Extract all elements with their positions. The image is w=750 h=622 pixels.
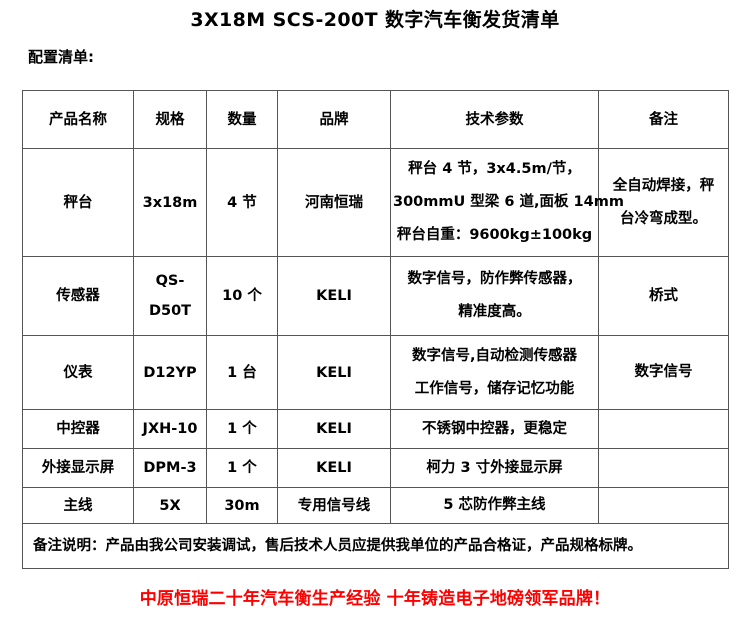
cell-product: 传感器 — [22, 256, 134, 336]
cell-remark: 桥式 — [598, 256, 729, 336]
table-row: 传感器 QS-D50T 10 个 KELI 数字信号，防作弊传感器， 精准度高。 … — [22, 256, 729, 336]
cell-product: 仪表 — [22, 335, 134, 410]
cell-params: 秤台 4 节，3x4.5m/节， 300mmU 型梁 6 道,面板 14mm 秤台自… — [390, 148, 624, 257]
cell-remark — [598, 448, 729, 488]
header-product: 产品名称 — [22, 90, 134, 149]
cell-brand: 河南恒瑞 — [277, 148, 391, 257]
cell-product: 中控器 — [22, 409, 134, 449]
config-list-label: 配置清单: — [28, 48, 94, 66]
cell-qty: 1 台 — [206, 335, 278, 410]
header-params: 技术参数 — [390, 90, 599, 149]
cell-remark — [598, 487, 729, 524]
table-row: 主线 5X 30m 专用信号线 5 芯防作弊主线 — [22, 487, 729, 524]
cell-brand: KELI — [277, 448, 391, 488]
cell-remark — [598, 409, 729, 449]
cell-params: 5 芯防作弊主线 — [390, 487, 599, 524]
cell-params: 不锈钢中控器，更稳定 — [390, 409, 599, 449]
cell-qty: 10 个 — [206, 256, 278, 336]
cell-brand: 专用信号线 — [277, 487, 391, 524]
table-row: 外接显示屏 DPM-3 1 个 KELI 柯力 3 寸外接显示屏 — [22, 448, 729, 488]
cell-params: 柯力 3 寸外接显示屏 — [390, 448, 599, 488]
header-spec: 规格 — [133, 90, 207, 149]
cell-params: 数字信号,自动检测传感器 工作信号，储存记忆功能 — [390, 335, 599, 410]
cell-spec: 3x18m — [133, 148, 207, 257]
table-row: 中控器 JXH-10 1 个 KELI 不锈钢中控器，更稳定 — [22, 409, 729, 449]
table-row: 仪表 D12YP 1 台 KELI 数字信号,自动检测传感器 工作信号，储存记忆功… — [22, 335, 729, 410]
page-title: 3X18M SCS-200T 数字汽车衡发货清单 — [190, 9, 560, 31]
cell-remark: 全自动焊接，秤 台冷弯成型。 — [598, 148, 729, 257]
cell-product: 外接显示屏 — [22, 448, 134, 488]
cell-brand: KELI — [277, 335, 391, 410]
spec-table: 产品名称 规格 数量 品牌 技术参数 备注 秤台 3x18m 4 节 河南恒瑞 … — [22, 90, 729, 569]
table-header-row: 产品名称 规格 数量 品牌 技术参数 备注 — [22, 90, 729, 149]
header-qty: 数量 — [206, 90, 278, 149]
cell-spec: 5X — [133, 487, 207, 524]
cell-params: 数字信号，防作弊传感器， 精准度高。 — [390, 256, 599, 336]
cell-qty: 4 节 — [206, 148, 278, 257]
spec-table-wrapper: 产品名称 规格 数量 品牌 技术参数 备注 秤台 3x18m 4 节 河南恒瑞 … — [22, 90, 729, 569]
cell-remark: 数字信号 — [598, 335, 729, 410]
cell-spec: D12YP — [133, 335, 207, 410]
header-brand: 品牌 — [277, 90, 391, 149]
header-remark: 备注 — [598, 90, 729, 149]
cell-spec: QS-D50T — [133, 256, 207, 336]
cell-spec: JXH-10 — [133, 409, 207, 449]
cell-product: 主线 — [22, 487, 134, 524]
cell-qty: 30m — [206, 487, 278, 524]
cell-brand: KELI — [277, 409, 391, 449]
cell-product: 秤台 — [22, 148, 134, 257]
table-note-row: 备注说明：产品由我公司安装调试，售后技术人员应提供我单位的产品合格证，产品规格标… — [22, 523, 729, 569]
table-row: 秤台 3x18m 4 节 河南恒瑞 秤台 4 节，3x4.5m/节， 300mmU… — [22, 148, 729, 257]
cell-qty: 1 个 — [206, 448, 278, 488]
cell-brand: KELI — [277, 256, 391, 336]
cell-spec: DPM-3 — [133, 448, 207, 488]
company-tagline: 中原恒瑞二十年汽车衡生产经验 十年铸造电子地磅领军品牌！ — [139, 589, 611, 609]
cell-qty: 1 个 — [206, 409, 278, 449]
remark-note: 备注说明：产品由我公司安装调试，售后技术人员应提供我单位的产品合格证，产品规格标… — [22, 523, 729, 569]
